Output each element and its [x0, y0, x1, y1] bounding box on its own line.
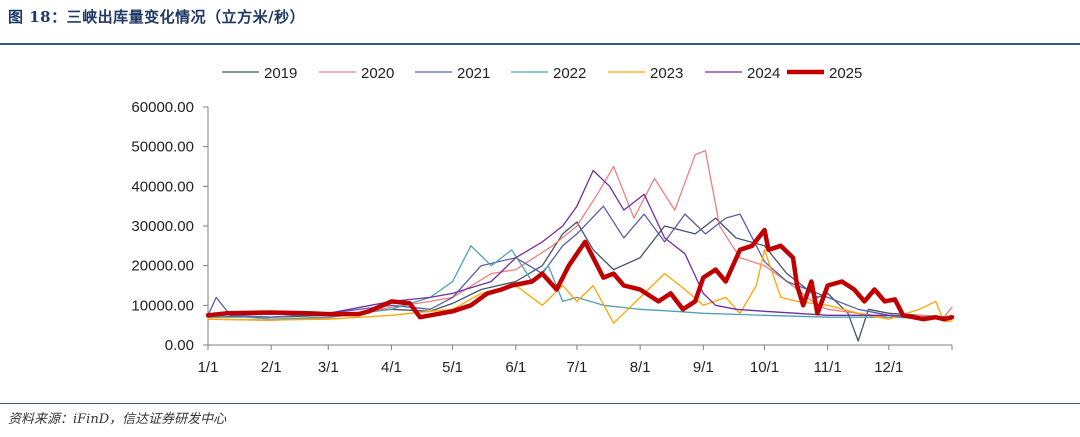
legend-label-2024: 2024: [747, 65, 780, 82]
series-line-2023: [207, 249, 953, 324]
legend-label-2022: 2022: [553, 65, 586, 82]
y-tick-label: 40000.00: [131, 178, 194, 195]
legend-label-2021: 2021: [457, 65, 490, 82]
legend-label-2020: 2020: [361, 65, 394, 82]
legend-label-2019: 2019: [264, 65, 297, 82]
legend-label-2025: 2025: [829, 65, 862, 82]
y-tick-label: 50000.00: [131, 139, 194, 156]
x-tick-label: 7/1: [567, 359, 588, 376]
series-line-2021: [207, 205, 953, 318]
series-line-2024: [207, 169, 953, 318]
legend: 2019 2020 2021 2022 2023 2024 2025: [222, 65, 862, 82]
chart-plot-area: [205, 149, 955, 342]
bottom-divider: [0, 403, 1080, 404]
y-tick-label: 20000.00: [131, 258, 194, 275]
x-tick-label: 5/1: [442, 359, 463, 376]
chart-title: 图 18：三峡出库量变化情况（立方米/秒）: [8, 8, 306, 26]
x-tick-label: 6/1: [505, 359, 526, 376]
x-tick-label: 10/1: [750, 359, 779, 376]
x-tick-label: 3/1: [318, 359, 339, 376]
top-divider: [0, 43, 1080, 45]
x-tick-label: 11/1: [814, 359, 842, 376]
source-note: 资料来源：iFinD，信达证券研发中心: [8, 412, 227, 427]
series-line-2020: [207, 149, 953, 322]
legend-label-2023: 2023: [650, 65, 683, 82]
x-tick-label: 8/1: [630, 359, 651, 376]
x-tick-label: 1/1: [198, 359, 219, 376]
chart-axes: 0.00 10000.00 20000.00 30000.00 40000.00 5000…: [131, 99, 953, 376]
series-line-2025: [205, 227, 955, 322]
y-tick-label: 30000.00: [131, 218, 194, 235]
y-tick-label: 0.00: [165, 337, 194, 354]
x-tick-label: 9/1: [693, 359, 714, 376]
y-tick-label: 60000.00: [131, 99, 194, 116]
x-tick-label: 2/1: [261, 359, 282, 376]
y-tick-label: 10000.00: [131, 297, 194, 314]
x-tick-label: 4/1: [381, 359, 402, 376]
series-line-2019: [207, 217, 953, 342]
x-tick-label: 12/1: [874, 359, 903, 376]
